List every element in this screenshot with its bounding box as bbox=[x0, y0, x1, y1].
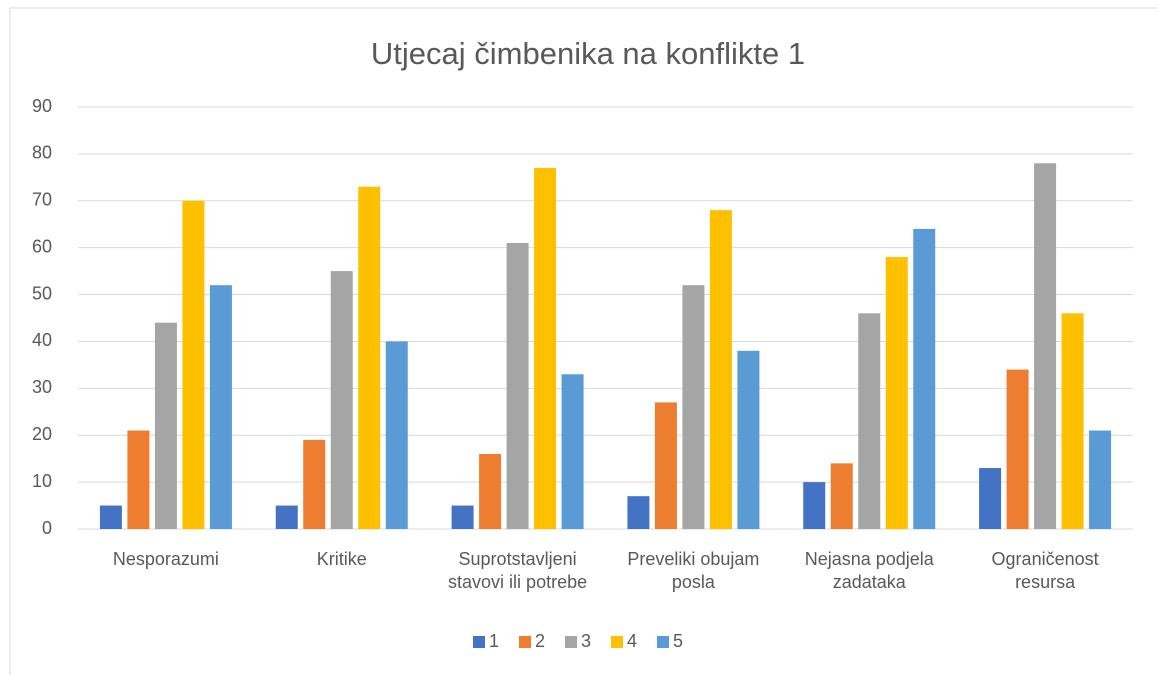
bar bbox=[385, 341, 408, 529]
x-tick-label: Suprotstavljeni stavovi ili potrebe bbox=[448, 549, 588, 592]
y-tick-label: 70 bbox=[32, 190, 52, 210]
legend-swatch bbox=[565, 636, 577, 648]
chart-title: Utjecaj čimbenika na konflikte 1 bbox=[371, 36, 805, 71]
y-tick-label: 80 bbox=[32, 143, 52, 163]
legend-label: 2 bbox=[535, 631, 545, 651]
bar bbox=[682, 285, 705, 529]
bar bbox=[1006, 369, 1029, 529]
legend-swatch bbox=[519, 636, 531, 648]
y-tick-label: 90 bbox=[32, 96, 52, 116]
x-tick-label: Ograničenost resursa bbox=[991, 549, 1099, 592]
bar bbox=[737, 350, 760, 529]
bar bbox=[451, 505, 474, 529]
bar bbox=[275, 505, 298, 529]
legend-label: 1 bbox=[489, 631, 499, 651]
legend-label: 4 bbox=[627, 631, 637, 651]
bar bbox=[1061, 313, 1084, 529]
y-tick-label: 10 bbox=[32, 471, 52, 491]
bar bbox=[858, 313, 881, 529]
bar bbox=[885, 257, 908, 529]
bar bbox=[154, 322, 177, 529]
legend-swatch bbox=[611, 636, 623, 648]
y-tick-label: 20 bbox=[32, 424, 52, 444]
bar bbox=[182, 200, 205, 529]
bar bbox=[627, 496, 650, 529]
bar bbox=[330, 271, 353, 529]
bar bbox=[709, 210, 732, 529]
bar bbox=[803, 482, 826, 529]
y-tick-label: 60 bbox=[32, 236, 52, 256]
x-tick-label: Kritike bbox=[316, 549, 367, 569]
y-tick-label: 30 bbox=[32, 377, 52, 397]
legend-label: 5 bbox=[673, 631, 683, 651]
bar bbox=[913, 228, 936, 529]
bar bbox=[358, 186, 381, 529]
bar bbox=[979, 468, 1002, 529]
x-tick-label: Preveliki obujam posla bbox=[627, 549, 760, 592]
bar bbox=[127, 430, 150, 529]
y-tick-label: 40 bbox=[32, 330, 52, 350]
y-tick-label: 50 bbox=[32, 283, 52, 303]
legend-swatch bbox=[473, 636, 485, 648]
legend-swatch bbox=[657, 636, 669, 648]
bar bbox=[534, 167, 557, 529]
x-tick-label: Nesporazumi bbox=[112, 549, 219, 569]
bar bbox=[830, 463, 853, 529]
bar bbox=[303, 439, 326, 529]
legend-label: 3 bbox=[581, 631, 591, 651]
bar bbox=[506, 242, 529, 529]
y-tick-label: 0 bbox=[42, 518, 52, 538]
bar bbox=[561, 374, 584, 529]
x-tick-label: Nejasna podjela zadataka bbox=[804, 549, 934, 592]
bar bbox=[1034, 163, 1057, 529]
bar bbox=[479, 453, 502, 529]
chart-border bbox=[9, 7, 1157, 675]
bar bbox=[1089, 430, 1112, 529]
bar bbox=[209, 285, 232, 529]
bar bbox=[654, 402, 677, 529]
bar bbox=[99, 505, 122, 529]
